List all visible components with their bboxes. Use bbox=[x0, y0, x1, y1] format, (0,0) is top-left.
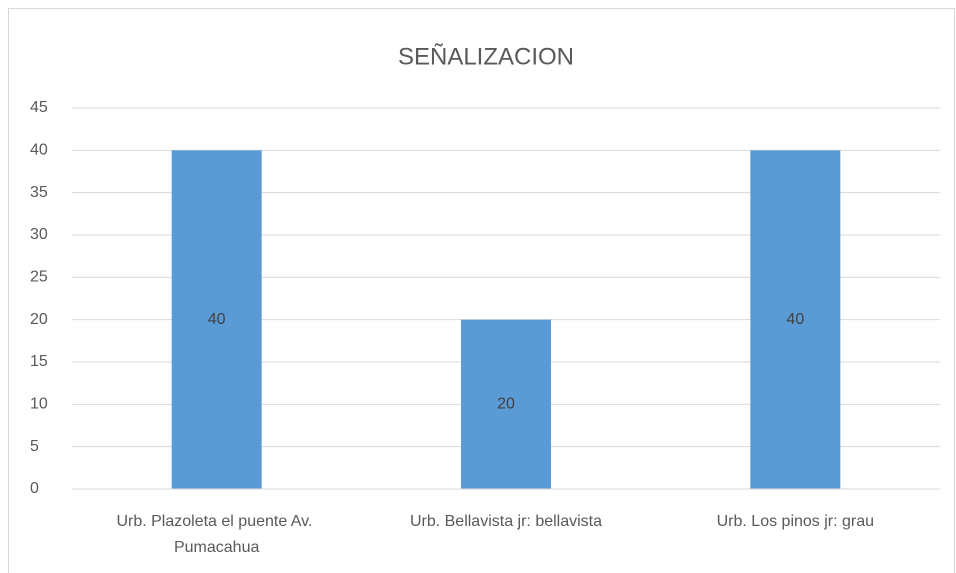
bar bbox=[461, 319, 551, 489]
y-tick-label: 25 bbox=[30, 269, 48, 286]
y-tick-label: 15 bbox=[30, 353, 48, 370]
x-tick-label: Urb. Los pinos jr: grau bbox=[717, 513, 874, 530]
y-tick-label: 0 bbox=[30, 480, 39, 497]
y-tick-label: 5 bbox=[30, 438, 39, 455]
y-tick-label: 40 bbox=[30, 142, 48, 159]
chart-title: SEÑALIZACION bbox=[398, 43, 574, 70]
data-label: 40 bbox=[208, 311, 226, 328]
y-tick-label: 20 bbox=[30, 311, 48, 328]
y-tick-label: 30 bbox=[30, 226, 48, 243]
x-tick-label: Urb. Bellavista jr: bellavista bbox=[410, 513, 602, 530]
bar bbox=[750, 150, 841, 490]
y-tick-label: 10 bbox=[30, 396, 48, 413]
x-tick-label: Urb. Plazoleta el puente Av. Pumacahua bbox=[116, 513, 316, 556]
data-label: 40 bbox=[786, 311, 804, 328]
y-tick-label: 35 bbox=[30, 184, 48, 201]
y-tick-label: 45 bbox=[30, 99, 48, 116]
bar bbox=[171, 150, 262, 490]
data-label: 20 bbox=[497, 396, 515, 413]
